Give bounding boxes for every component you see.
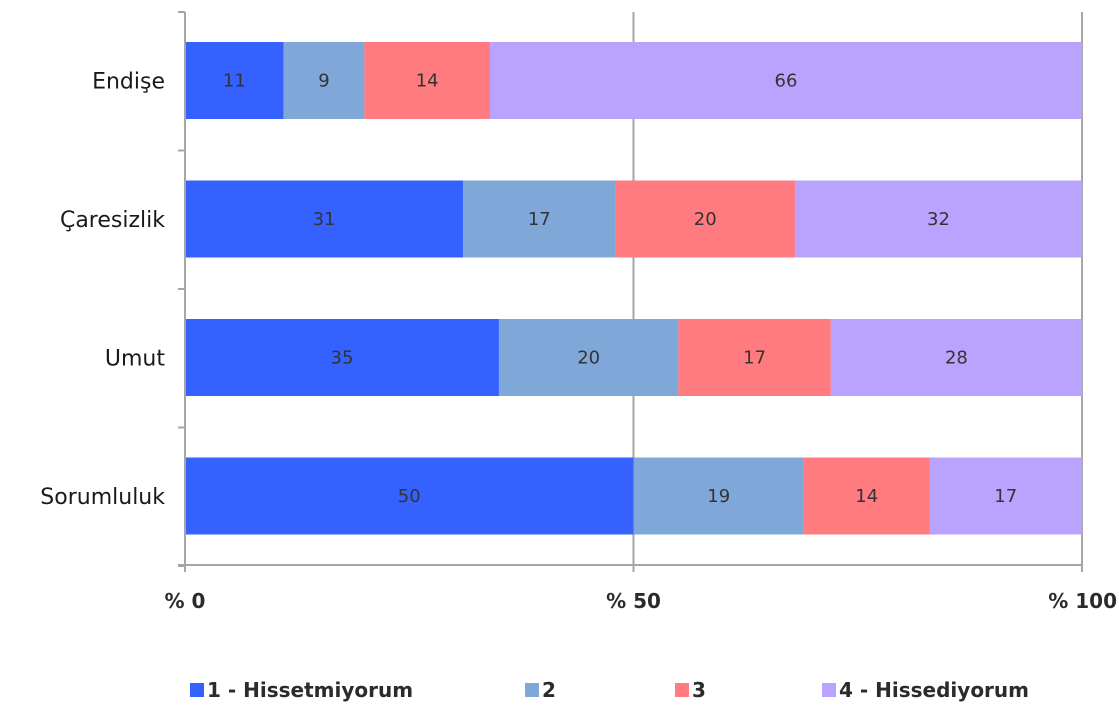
- data-label-0-3: 66: [775, 71, 798, 92]
- legend-swatch-0: [190, 683, 204, 697]
- category-label-0: Endişe: [92, 70, 165, 95]
- axes: [178, 11, 1083, 572]
- bar-1-3: [794, 180, 1082, 258]
- x-tick-label-1: % 50: [606, 589, 661, 613]
- legend-swatch-3: [822, 683, 836, 697]
- bar-3-0: [185, 457, 634, 535]
- x-tick-label-2: % 100: [1048, 589, 1117, 613]
- bar-2-0: [185, 319, 499, 396]
- data-label-1-1: 17: [528, 209, 551, 230]
- data-label-0-0: 11: [223, 71, 246, 92]
- legend: 1 - Hissetmiyorum 2 3 4 - Hissediyorum: [190, 678, 1029, 702]
- bar-3-2: [803, 457, 930, 535]
- category-label-2: Umut: [105, 347, 165, 372]
- bar-1-1: [463, 180, 616, 258]
- bar-0-3: [489, 42, 1083, 119]
- data-label-1-0: 31: [313, 209, 336, 230]
- bar-1-2: [615, 180, 795, 258]
- bar-0-2: [364, 42, 490, 119]
- data-label-1-3: 32: [927, 209, 950, 230]
- data-label-2-2: 17: [743, 348, 766, 369]
- bar-0-1: [283, 42, 365, 119]
- labels: 11 9 14 66 Endişe 31 17 20 32 Çaresizlik 35 20 17 28 U…: [40, 70, 1117, 614]
- bar-0-0: [185, 42, 284, 119]
- data-label-2-3: 28: [945, 348, 968, 369]
- bar-3-1: [633, 457, 804, 535]
- data-label-1-2: 20: [694, 209, 717, 230]
- x-tick-label-0: % 0: [165, 589, 206, 613]
- bar-2-1: [498, 319, 679, 396]
- data-label-3-1: 19: [707, 486, 730, 507]
- bar-3-3: [929, 457, 1082, 535]
- bar-2-2: [678, 319, 831, 396]
- legend-label-0: 1 - Hissetmiyorum: [207, 678, 413, 702]
- legend-label-2: 3: [692, 678, 706, 702]
- bar-2-3: [830, 319, 1082, 396]
- bars: [185, 42, 1083, 535]
- data-label-2-0: 35: [331, 348, 354, 369]
- data-label-3-0: 50: [398, 486, 421, 507]
- data-label-0-1: 9: [318, 71, 329, 92]
- data-label-2-1: 20: [577, 348, 600, 369]
- data-label-3-2: 14: [855, 486, 878, 507]
- legend-swatch-2: [675, 683, 689, 697]
- category-label-3: Sorumluluk: [40, 485, 165, 510]
- data-label-3-3: 17: [994, 486, 1017, 507]
- legend-label-3: 4 - Hissediyorum: [839, 678, 1029, 702]
- data-label-0-2: 14: [416, 71, 439, 92]
- category-label-1: Çaresizlik: [60, 208, 165, 233]
- legend-swatch-1: [525, 683, 539, 697]
- bar-1-0: [185, 180, 464, 258]
- legend-label-1: 2: [542, 678, 556, 702]
